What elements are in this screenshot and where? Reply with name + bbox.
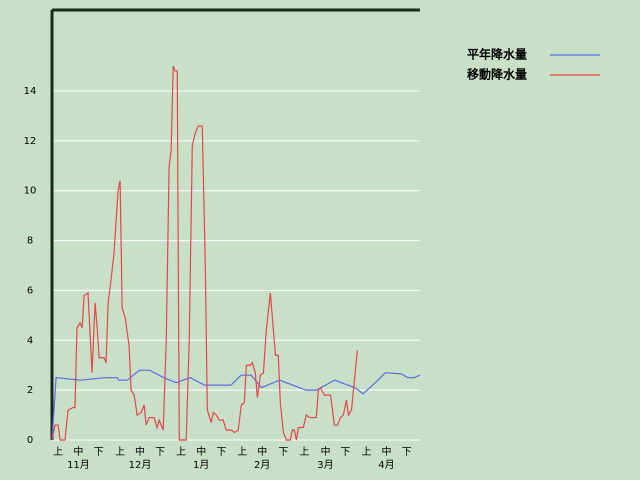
month-label: 3月	[317, 459, 333, 471]
x-tick-label: 中	[257, 445, 267, 458]
x-tick-label: 下	[94, 447, 104, 458]
y-tick-label: 4	[27, 335, 33, 346]
x-tick-label: 上	[53, 446, 63, 458]
x-tick-label: 上	[176, 446, 186, 458]
month-label: 11月	[67, 459, 90, 471]
x-tick-label: 上	[237, 446, 247, 458]
series-line	[51, 369, 421, 441]
series-line	[51, 65, 358, 441]
month-label: 1月	[193, 459, 209, 471]
y-tick-label: 8	[27, 236, 33, 247]
month-label: 12月	[129, 459, 152, 471]
x-tick-label: 上	[115, 446, 125, 458]
x-tick-label: 下	[155, 447, 165, 458]
y-tick-label: 14	[24, 86, 37, 97]
legend-label: 平年降水量	[467, 47, 527, 62]
y-tick-label: 0	[27, 435, 33, 446]
y-tick-label: 12	[24, 136, 37, 147]
x-tick-label: 中	[196, 445, 206, 458]
month-label: 2月	[254, 459, 270, 471]
x-tick-label: 下	[278, 447, 288, 458]
x-tick-label: 上	[362, 446, 372, 458]
y-tick-label: 2	[27, 385, 33, 396]
x-tick-label: 中	[320, 445, 330, 458]
y-tick-label: 10	[24, 186, 37, 197]
x-tick-label: 中	[381, 445, 391, 458]
month-label: 4月	[378, 459, 394, 471]
y-tick-label: 6	[27, 285, 33, 296]
x-tick-label: 下	[216, 447, 226, 458]
x-tick-label: 下	[402, 447, 412, 458]
x-tick-label: 中	[135, 445, 145, 458]
x-tick-label: 上	[299, 446, 309, 458]
x-tick-label: 下	[340, 447, 350, 458]
x-tick-label: 中	[73, 445, 83, 458]
legend-label: 移動降水量	[467, 67, 527, 82]
